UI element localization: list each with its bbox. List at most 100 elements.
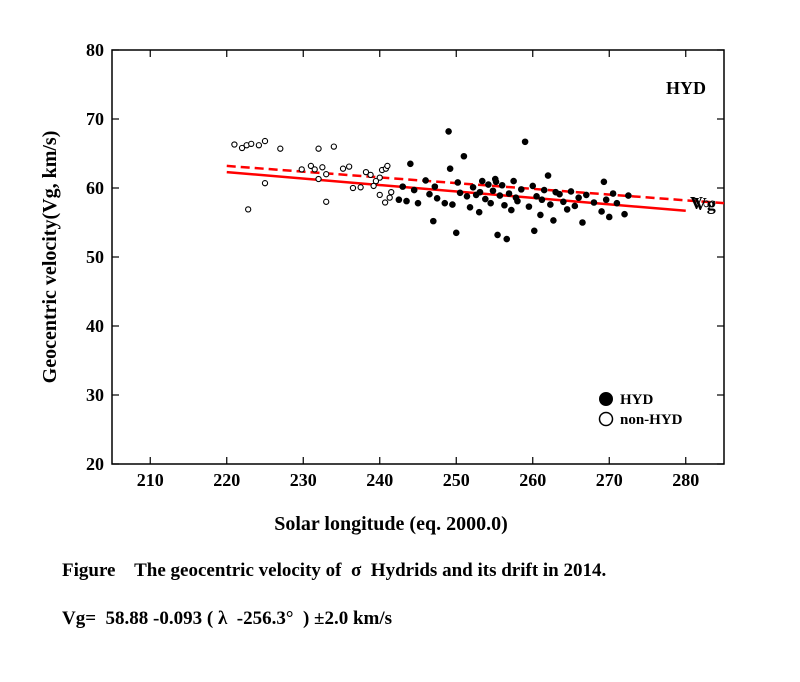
- hyd-point: [463, 192, 471, 200]
- non-hyd-point: [245, 206, 252, 213]
- hyd-point: [407, 160, 414, 168]
- y-tick-label: 50: [86, 247, 104, 267]
- hyd-point: [567, 188, 575, 195]
- non-hyd-point: [372, 177, 380, 185]
- hyd-point: [505, 190, 513, 197]
- non-hyd-point: [367, 171, 374, 179]
- non-hyd-point: [311, 166, 318, 173]
- data-points: [231, 128, 632, 243]
- non-hyd-point: [381, 199, 389, 206]
- non-hyd-point: [315, 175, 322, 183]
- hyd-point: [503, 235, 511, 243]
- hyd-point: [449, 201, 456, 208]
- hyd-point: [512, 194, 520, 201]
- x-tick-label: 240: [366, 470, 393, 490]
- hyd-point: [540, 186, 548, 194]
- non-hyd-point: [323, 198, 330, 205]
- plot-frame: [111, 49, 725, 465]
- x-tick-label: 270: [596, 470, 623, 490]
- non-hyd-point: [323, 171, 330, 178]
- non-hyd-point: [319, 164, 326, 171]
- hyd-point: [550, 217, 557, 224]
- hyd-point: [621, 210, 628, 218]
- hyd-point: [600, 178, 608, 186]
- hyd-point: [537, 211, 544, 219]
- hyd-point: [525, 203, 533, 210]
- hyd-point: [517, 186, 525, 193]
- non-hyd-point: [307, 162, 315, 170]
- hyd-point: [544, 172, 552, 179]
- velocity-scatter-chart: 210 220 230 240 250 260 270 280 20304050607080 …: [39, 40, 725, 535]
- non-hyd-point: [330, 143, 337, 150]
- hyd-point: [478, 177, 486, 185]
- y-axis-ticks: 20 30 40 50 60 70 80: [86, 40, 724, 474]
- y-tick-label: 30: [86, 385, 104, 405]
- hyd-point: [454, 179, 462, 186]
- non-hyd-point: [362, 168, 370, 176]
- hyd-point: [556, 190, 563, 198]
- hyd-point: [560, 198, 567, 206]
- hyd-point: [508, 206, 515, 214]
- non-hyd-point: [376, 174, 383, 181]
- hyd-point: [521, 138, 529, 146]
- hyd-point: [475, 208, 483, 216]
- y-tick-label: 60: [86, 178, 104, 198]
- regression-formula: Vg= 58.88 -0.093 ( λ -256.3° ) ±2.0 km/s: [62, 608, 393, 629]
- hyd-point: [533, 192, 540, 200]
- hyd-point: [469, 184, 477, 191]
- non-hyd-point: [261, 137, 269, 145]
- hyd-point: [571, 202, 579, 210]
- hyd-point: [605, 213, 613, 221]
- trend-line-labels: VgV∞: [690, 193, 716, 214]
- hyd-point: [575, 194, 582, 201]
- hyd-point: [403, 197, 410, 205]
- hyd-point: [456, 189, 464, 197]
- vg-line-label: Vg: [694, 194, 716, 214]
- hyd-point: [476, 188, 484, 196]
- hyd-point: [501, 201, 508, 209]
- x-tick-label: 280: [672, 470, 699, 490]
- hyd-point: [613, 199, 621, 207]
- hyd-point: [590, 199, 598, 206]
- hyd-point: [466, 204, 474, 211]
- x-tick-label: 260: [519, 470, 546, 490]
- non-hyd-point: [345, 163, 353, 170]
- non-hyd-point: [376, 191, 383, 199]
- hyd-point: [538, 196, 546, 204]
- non-hyd-point: [339, 165, 347, 172]
- y-tick-label: 20: [86, 454, 104, 474]
- annotation-label: HYD: [666, 78, 706, 98]
- non-hyd-point: [370, 182, 377, 190]
- hyd-point: [510, 177, 517, 185]
- hyd-point: [583, 191, 590, 199]
- hyd-point: [445, 128, 452, 135]
- hyd-point: [410, 186, 418, 194]
- hyd-point: [489, 187, 497, 195]
- y-tick-label: 70: [86, 109, 104, 129]
- hyd-point: [482, 195, 489, 203]
- non-hyd-point: [231, 141, 238, 148]
- x-axis-title: Solar longitude (eq. 2000.0): [274, 513, 508, 535]
- non-hyd-point: [388, 188, 395, 196]
- legend: HYD non-HYD: [598, 392, 683, 428]
- non-hyd-point: [255, 142, 263, 149]
- hyd-point: [492, 178, 500, 186]
- non-hyd-point: [315, 145, 322, 152]
- hyd-point: [426, 190, 433, 198]
- hyd-point: [529, 182, 537, 190]
- hyd-point: [430, 217, 437, 225]
- hyd-point: [395, 196, 403, 204]
- hyd-point: [563, 206, 571, 213]
- hyd-point: [422, 177, 429, 184]
- hyd-point: [530, 227, 538, 235]
- hyd-point: [414, 199, 422, 207]
- v-infinity-line-label: V∞: [690, 193, 716, 213]
- legend-label-hyd: HYD: [620, 392, 654, 408]
- non-hyd-point: [261, 180, 269, 187]
- hyd-point: [609, 190, 617, 197]
- x-tick-label: 250: [443, 470, 470, 490]
- hyd-point: [602, 196, 610, 204]
- hyd-point: [598, 208, 605, 215]
- y-tick-label: 40: [86, 316, 104, 336]
- hyd-point: [494, 231, 501, 239]
